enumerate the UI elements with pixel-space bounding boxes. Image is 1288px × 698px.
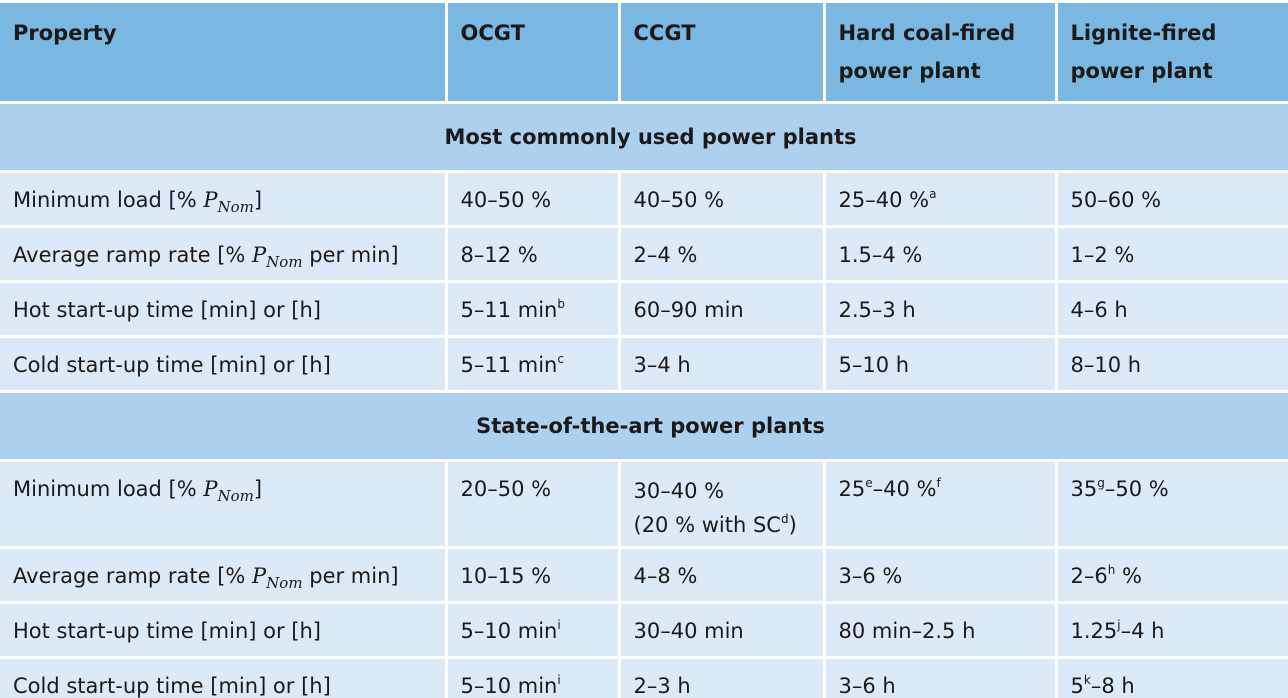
cell-ocgt: 5–11 minb — [444, 280, 621, 338]
cell-ocgt: 20–50 % — [444, 459, 621, 549]
table-row: Cold start-up time [min] or [h] 5–10 min… — [0, 656, 1288, 698]
cell-ocgt: 5–10 mini — [444, 656, 621, 698]
header-ccgt: CCGT — [617, 0, 826, 104]
table-row: Hot start-up time [min] or [h] 5–11 minb… — [0, 280, 1288, 338]
header-hard-coal: Hard coal-fired power plant — [822, 0, 1058, 104]
cell-ocgt: 5–11 minc — [444, 335, 621, 393]
section-row-common: Most commonly used power plants — [0, 101, 1288, 173]
cell-hard-coal: 80 min–2.5 h — [822, 601, 1058, 659]
table-row: Minimum load [% PNom] 20–50 % 30–40 % (2… — [0, 459, 1288, 549]
cell-hard-coal: 3–6 % — [822, 546, 1058, 604]
label-ramp-rate: Average ramp rate [% PNom per min] — [0, 546, 448, 604]
table-row: Cold start-up time [min] or [h] 5–11 min… — [0, 335, 1288, 393]
label-min-load: Minimum load [% PNom] — [0, 459, 448, 549]
cell-ocgt: 40–50 % — [444, 170, 621, 228]
cell-hard-coal: 5–10 h — [822, 335, 1058, 393]
cell-lignite: 1.25j–4 h — [1054, 601, 1288, 659]
cell-hard-coal: 25e–40 %f — [822, 459, 1058, 549]
header-property: Property — [0, 0, 448, 104]
cell-ccgt: 2–3 h — [617, 656, 826, 698]
header-ocgt: OCGT — [444, 0, 621, 104]
label-hot-start: Hot start-up time [min] or [h] — [0, 601, 448, 659]
label-cold-start: Cold start-up time [min] or [h] — [0, 656, 448, 698]
cell-ocgt: 8–12 % — [444, 225, 621, 283]
cell-lignite: 5k–8 h — [1054, 656, 1288, 698]
cell-lignite: 8–10 h — [1054, 335, 1288, 393]
cell-ccgt: 4–8 % — [617, 546, 826, 604]
cell-ccgt: 60–90 min — [617, 280, 826, 338]
label-hot-start: Hot start-up time [min] or [h] — [0, 280, 448, 338]
cell-ccgt: 30–40 % (20 % with SCd) — [617, 459, 826, 549]
cell-ccgt: 3–4 h — [617, 335, 826, 393]
table-row: Average ramp rate [% PNom per min] 8–12 … — [0, 225, 1288, 283]
cell-ocgt: 10–15 % — [444, 546, 621, 604]
section-title-common: Most commonly used power plants — [0, 101, 1288, 173]
section-row-state-of-art: State-of-the-art power plants — [0, 390, 1288, 462]
cell-hard-coal: 1.5–4 % — [822, 225, 1058, 283]
cell-ccgt: 40–50 % — [617, 170, 826, 228]
cell-hard-coal: 2.5–3 h — [822, 280, 1058, 338]
label-ramp-rate: Average ramp rate [% PNom per min] — [0, 225, 448, 283]
label-cold-start: Cold start-up time [min] or [h] — [0, 335, 448, 393]
cell-ocgt: 5–10 mini — [444, 601, 621, 659]
header-lignite: Lignite-fired power plant — [1054, 0, 1288, 104]
cell-hard-coal: 3–6 h — [822, 656, 1058, 698]
label-min-load: Minimum load [% PNom] — [0, 170, 448, 228]
cell-hard-coal: 25–40 %a — [822, 170, 1058, 228]
cell-lignite: 50–60 % — [1054, 170, 1288, 228]
table-row: Average ramp rate [% PNom per min] 10–15… — [0, 546, 1288, 604]
cell-lignite: 1–2 % — [1054, 225, 1288, 283]
table-row: Hot start-up time [min] or [h] 5–10 mini… — [0, 601, 1288, 659]
cell-lignite: 2–6h % — [1054, 546, 1288, 604]
cell-ccgt: 2–4 % — [617, 225, 826, 283]
section-title-state-of-art: State-of-the-art power plants — [0, 390, 1288, 462]
table-row: Minimum load [% PNom] 40–50 % 40–50 % 25… — [0, 170, 1288, 228]
cell-lignite: 4–6 h — [1054, 280, 1288, 338]
cell-ccgt: 30–40 min — [617, 601, 826, 659]
header-row: Property OCGT CCGT Hard coal-fired power… — [0, 0, 1288, 104]
cell-lignite: 35g–50 % — [1054, 459, 1288, 549]
